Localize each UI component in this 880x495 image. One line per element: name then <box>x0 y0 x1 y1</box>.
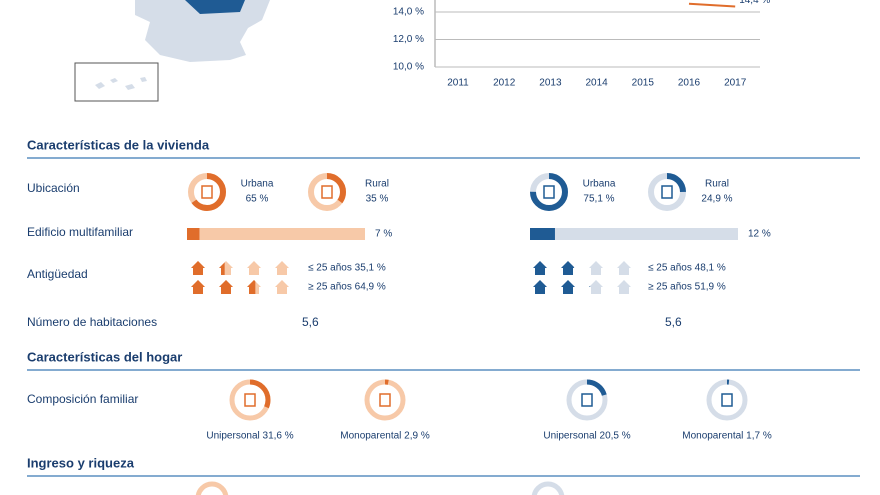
donut-track <box>364 379 406 421</box>
age-label: ≤ 25 años 48,1 % <box>648 263 726 274</box>
x-tick-label: 2017 <box>724 78 747 89</box>
house-fill <box>191 280 205 294</box>
series-line <box>688 2 736 8</box>
x-tick-label: 2011 <box>447 78 469 89</box>
donut-arc <box>188 173 226 211</box>
age-label: ≥ 25 años 64,9 % <box>308 282 386 293</box>
donut-label: Monoparental 1,7 % <box>682 431 772 442</box>
y-tick-label: 10,0 % <box>393 62 424 73</box>
y-tick-label: 12,0 % <box>393 34 424 45</box>
donut-label: Unipersonal 20,5 % <box>543 431 630 442</box>
house-icon <box>617 261 631 275</box>
house-fill <box>533 261 547 275</box>
x-tick-label: 2013 <box>539 78 562 89</box>
age-label: ≥ 25 años 51,9 % <box>648 282 726 293</box>
house-fill <box>561 280 575 294</box>
x-tick-label: 2016 <box>678 78 701 89</box>
row-label: Composición familiar <box>27 392 138 406</box>
house-fill <box>589 285 591 287</box>
x-tick-label: 2014 <box>585 78 608 89</box>
house-icon <box>247 261 261 275</box>
donut-arc <box>648 173 686 211</box>
house-icon <box>589 280 603 294</box>
donut-arc <box>566 379 608 421</box>
house-fill <box>219 280 233 294</box>
bar <box>187 228 200 240</box>
donut-value: 24,9 % <box>701 194 732 205</box>
house-icon <box>617 280 631 294</box>
x-tick-label: 2012 <box>493 78 516 89</box>
donut-label: Monoparental 2,9 % <box>340 431 430 442</box>
row-label: Edificio multifamiliar <box>27 225 133 239</box>
icon <box>244 393 256 407</box>
bar-track <box>530 228 738 240</box>
icon <box>379 393 391 407</box>
donut-name: Urbana <box>241 179 274 190</box>
map-region <box>135 0 270 62</box>
partial-donut <box>195 481 229 495</box>
donut-track <box>706 379 748 421</box>
row-label: Antigüedad <box>27 267 88 281</box>
donut-value: 35 % <box>366 194 389 205</box>
donut-name: Urbana <box>583 179 616 190</box>
section-title: Características del hogar <box>27 349 182 364</box>
house-fill <box>247 280 256 294</box>
row-label: Número de habitaciones <box>27 315 157 329</box>
icon <box>661 185 673 199</box>
islands-box <box>74 62 159 102</box>
house-fill <box>219 262 225 275</box>
icon <box>581 393 593 407</box>
house-icon <box>275 261 289 275</box>
value: 5,6 <box>665 315 682 329</box>
bar-label: 7 % <box>375 229 392 240</box>
house-icon <box>275 280 289 294</box>
age-label: ≤ 25 años 35,1 % <box>308 263 386 274</box>
house-icon <box>589 261 603 275</box>
donut-value: 75,1 % <box>583 194 614 205</box>
icon <box>721 393 733 407</box>
section-title: Ingreso y riqueza <box>27 455 135 470</box>
row-label: Ubicación <box>27 181 80 195</box>
donut-label: Unipersonal 31,6 % <box>206 431 293 442</box>
bar <box>530 228 555 240</box>
donut-value: 65 % <box>246 194 269 205</box>
x-tick-label: 2015 <box>632 78 655 89</box>
icon <box>321 185 333 199</box>
partial-donut <box>531 481 565 495</box>
icon <box>543 185 555 199</box>
section-title: Características de la vivienda <box>27 137 210 152</box>
house-fill <box>533 280 547 294</box>
donut-name: Rural <box>705 179 729 190</box>
house-fill <box>191 261 205 275</box>
bar-track <box>187 228 365 240</box>
house-fill <box>561 261 574 275</box>
islands <box>95 77 147 90</box>
donut-arc <box>530 173 568 211</box>
donut-arc <box>706 379 748 421</box>
donut-arc <box>229 379 271 421</box>
map-region <box>185 0 245 14</box>
donut-arc <box>364 379 406 421</box>
value: 5,6 <box>302 315 319 329</box>
data-label: 14,4 % <box>739 0 770 6</box>
y-tick-label: 14,0 % <box>393 7 424 18</box>
map <box>74 0 270 102</box>
donut-name: Rural <box>365 179 389 190</box>
bar-label: 12 % <box>748 229 771 240</box>
donut-arc <box>308 173 346 211</box>
icon <box>201 185 213 199</box>
